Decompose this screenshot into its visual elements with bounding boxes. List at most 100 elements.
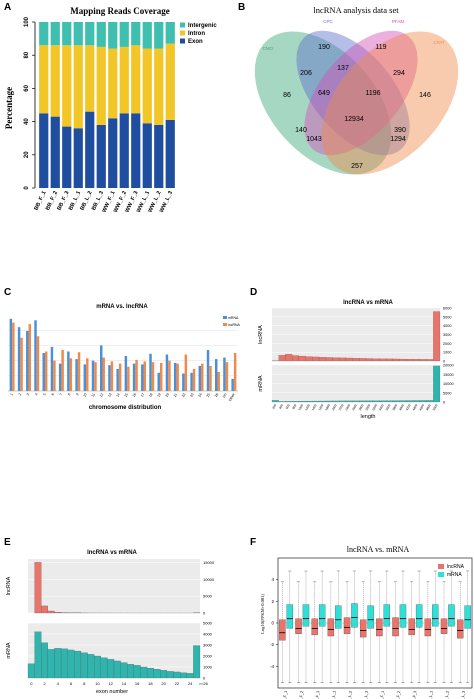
c-bar-lncrna [217,372,220,391]
f-box-mrna [335,605,342,629]
c-xtick-label: 12 [99,392,104,397]
d-xtick-label: 200 [271,403,277,410]
d-xtick-label: 1600 [317,403,324,411]
a-bar-intron [165,43,175,120]
c-bar-lncrna [53,360,56,391]
f-xtick-label: WW_L_2 [443,690,450,699]
c-bar-mrna [26,330,29,391]
b-region-count: 119 [375,44,386,51]
f-legend-swatch [438,564,444,569]
d-bar-mrna [392,400,400,403]
f-xtick-label: BB_L_3 [363,690,369,699]
a-bar-exon [39,113,49,188]
c-xtick-label: 19 [156,392,161,397]
a-bar-exon [73,128,83,188]
c-bar-mrna [17,327,21,391]
c-bar-mrna [173,362,177,391]
c-bar-mrna [206,349,210,391]
e-bar-mrna [74,650,82,679]
d-bar-mrna [298,401,306,403]
f-box-mrna [367,605,374,629]
a-bar-intron [50,45,60,117]
c-xtick-label: 1 [10,392,14,396]
e-bar-lncrna [41,605,48,614]
d-ytick-label: 3000 [443,333,451,337]
e-bar-mrna [54,648,62,679]
c-xtick-label: 5 [42,392,46,396]
a-ytick-label: 40 [24,118,30,125]
d-xtick-label: 4600 [418,403,425,411]
e-bar-mrna [133,665,141,679]
e-bar-mrna [67,649,75,679]
a-bar-exon [131,113,141,188]
d-xtick-label: 2400 [344,403,351,411]
c-xtick-label: 14 [115,392,120,397]
c-bar-lncrna [192,368,196,391]
e-bar-mrna [60,648,68,679]
c-bar-mrna [100,345,103,391]
d-bar-lncrna [379,358,387,362]
d-xtick-label: 3800 [391,403,398,411]
e-ytick-label: 0 [203,676,206,681]
e-ytick-label: 5000 [203,594,213,599]
a-ytick-label: 0 [24,186,30,190]
d-xtick-label: 1800 [324,403,331,411]
c-bar-mrna [67,351,70,391]
e-bar-mrna [100,657,108,679]
c-xtick-label: Other [228,392,236,402]
c-bar-lncrna [77,352,81,391]
c-legend-swatch [223,316,227,319]
c-bar-mrna [58,363,62,391]
c-bar-lncrna [135,359,138,391]
c-bar-lncrna [168,360,171,391]
d-bar-lncrna [352,358,360,362]
c-bar-mrna [198,365,202,391]
c-bar-lncrna [12,322,15,391]
c-xtick-label: 18 [148,392,153,397]
a-bar-exon [154,124,164,188]
a-ytick-label: 100 [24,16,30,27]
e-xtick-label: 22 [175,681,180,686]
c-bar-lncrna [209,365,212,391]
d-bar-lncrna [365,358,373,362]
c-xtick-label: 21 [173,392,178,397]
d-ytick-label: 5000 [443,315,451,319]
f-ytick-label: 4 [271,577,274,582]
a-bar-exon [85,111,95,188]
e-bar-mrna [193,645,201,679]
a-bar-intergenic [154,22,164,49]
e-ytick-label: 10000 [203,577,215,582]
chart-e-xlabel: exon number [96,689,128,695]
c-xtick-label: 17 [140,392,145,397]
b-set-label: CNCI [263,46,274,51]
c-xtick-label: 24 [197,392,202,397]
e-bar-mrna [113,660,121,679]
d-ytick-label: 20000 [443,364,454,368]
e-facet-label: lncRNA [6,576,12,595]
c-bar-lncrna [176,363,179,391]
c-bar-mrna [231,378,234,391]
b-region-count: 146 [419,92,431,99]
e-bar-mrna [160,670,168,679]
e-xtick-label: 0 [30,681,33,686]
a-bar-intergenic [119,22,129,47]
a-bar-intergenic [73,22,83,46]
d-bar-mrna [278,401,286,403]
c-xtick-label: 4 [34,392,38,396]
d-xtick-label: 2200 [338,403,345,411]
d-bar-lncrna [298,355,306,362]
e-bar-mrna [34,631,42,679]
f-box-lncrna [376,618,383,637]
e-bar-mrna [127,664,134,679]
c-xtick-label: 22 [181,392,186,397]
d-bar-lncrna [285,354,293,362]
f-box-mrna [415,604,423,628]
f-box-mrna [286,604,294,629]
chart-c-grouped-bar: mRNA vs. lncRNA chromosome distribution … [8,304,241,411]
b-region-count: 649 [318,90,330,97]
e-bar-mrna [107,659,115,679]
panel-label-e: E [4,537,11,548]
c-legend-label: lncRNA [228,323,241,327]
d-bar-mrna [365,400,373,403]
a-bar-intron [108,48,118,119]
